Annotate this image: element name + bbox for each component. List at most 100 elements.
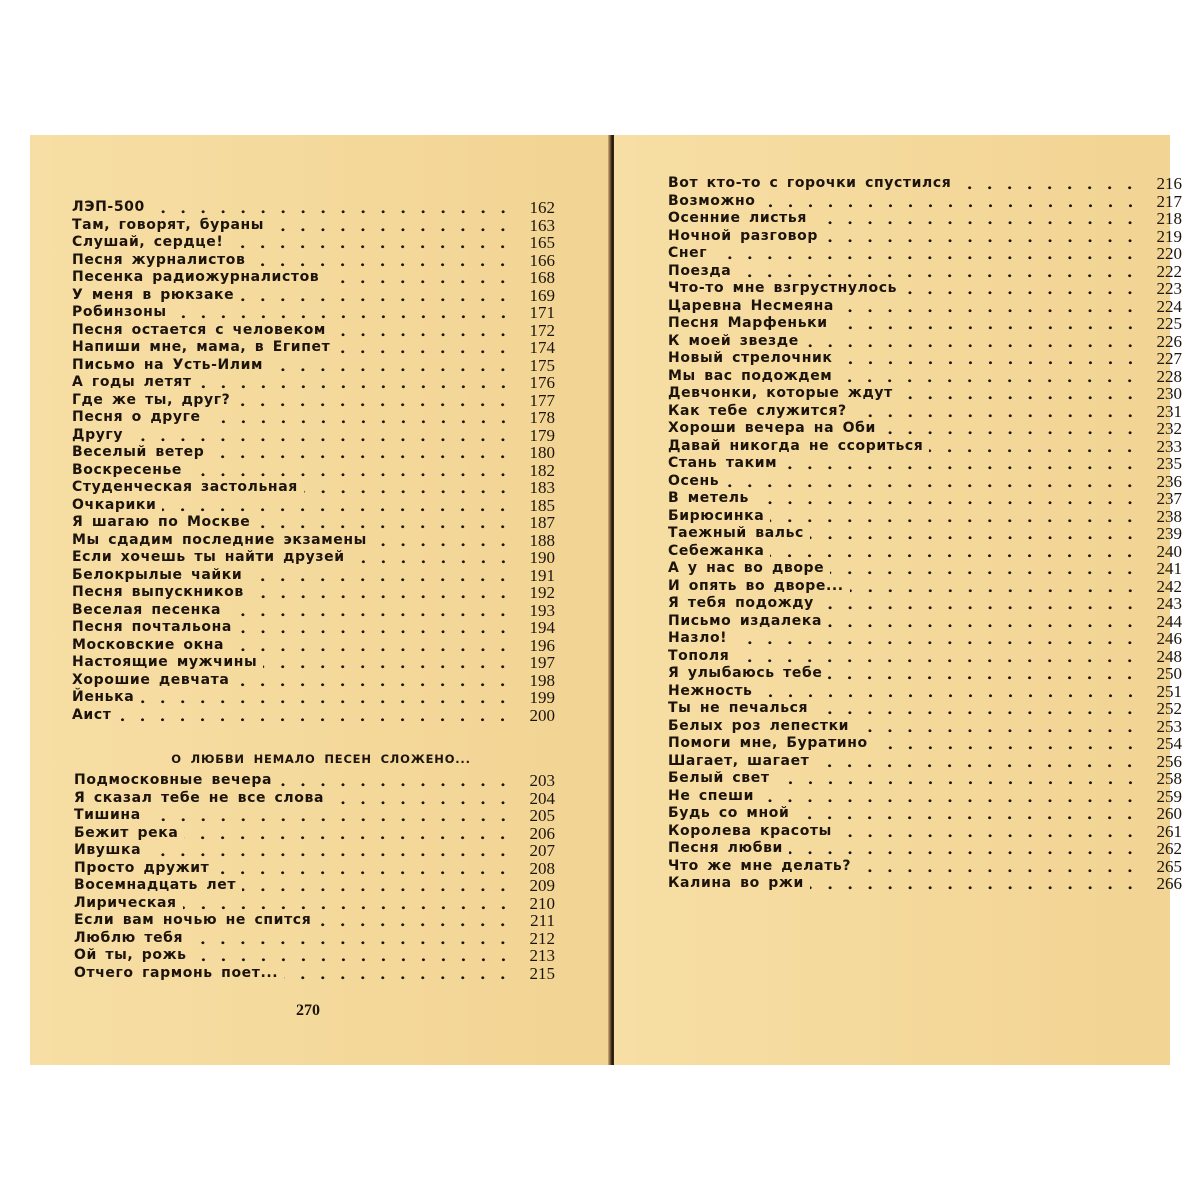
entry-title: Себежанка: [668, 542, 765, 559]
dot-leader: [146, 807, 513, 825]
toc-entry: Мы вас подождем 228: [668, 367, 1182, 385]
toc-entry: Бежит река 206: [74, 824, 555, 842]
dot-leader: [852, 402, 1140, 420]
entry-page-number: 252: [1156, 699, 1183, 718]
entry-title: Московские окна: [72, 636, 225, 653]
toc-entry: Как тебе служится? 231: [668, 402, 1182, 420]
dot-leader: [350, 549, 513, 567]
dot-leader: [881, 420, 1140, 438]
toc-entry: Белокрылые чайки 191: [72, 566, 555, 584]
dot-leader: [331, 321, 513, 339]
toc-entry: Отчего гармонь поет... 215: [74, 964, 555, 982]
entry-title: Таежный вальс: [668, 525, 804, 541]
entry-page-number: 166: [529, 250, 556, 270]
toc-entry: В метель 237: [668, 490, 1182, 508]
entry-title: Очкарики: [72, 496, 157, 513]
entry-title: Хорошие девчата: [72, 671, 230, 688]
entry-title: Ивушка: [74, 842, 142, 858]
entry-title: Давай никогда не ссориться: [668, 437, 924, 454]
dot-leader: [210, 444, 513, 462]
dot-leader: [162, 496, 513, 514]
dot-leader: [248, 566, 513, 584]
toc-entry: Ночной разговор 219: [668, 227, 1182, 245]
toc-entry: Снег 220: [668, 245, 1182, 263]
entry-page-number: 235: [1156, 454, 1183, 473]
entry-title: Отчего гармонь поет...: [74, 964, 279, 981]
dot-leader: [838, 367, 1140, 385]
dot-leader: [770, 542, 1140, 560]
toc-list-section: Подмосковные вечера 203 Я сказал тебе не в…: [74, 772, 555, 982]
entry-page-number: 212: [529, 928, 556, 948]
dot-leader: [236, 391, 513, 409]
entry-title: Вот кто-то с горочки спустился: [668, 175, 952, 191]
dot-leader: [957, 175, 1140, 193]
entry-page-number: 190: [529, 548, 556, 567]
toc-entry: Ты не печалься 252: [668, 700, 1182, 718]
entry-title: Робинзоны: [72, 304, 167, 320]
dot-leader: [783, 455, 1140, 473]
entry-page-number: 222: [1156, 261, 1183, 281]
dot-leader: [814, 700, 1140, 718]
toc-entry: Если вам ночью не спится 211: [74, 912, 555, 930]
toc-entry: Девчонки, которые ждут 230: [668, 385, 1182, 403]
toc-entry: Где же ты, друг? 177: [72, 391, 555, 409]
dot-leader: [833, 315, 1140, 333]
dot-leader: [761, 192, 1140, 210]
entry-title: Не спеши: [668, 787, 755, 804]
left-page: ЛЭП-500 162 Там, говорят, бураны 163 Слушай,…: [30, 135, 612, 1065]
toc-entry: Себежанка 240: [668, 542, 1182, 560]
entry-page-number: 258: [1156, 769, 1183, 788]
dot-leader: [795, 805, 1140, 823]
toc-entry: Аист 200: [72, 706, 555, 724]
toc-entry: Помоги мне, Буратино 254: [668, 735, 1182, 753]
dot-leader: [270, 216, 513, 234]
dot-leader: [227, 601, 513, 619]
entry-title: Царевна Несмеяна: [668, 297, 834, 314]
entry-page-number: 266: [1156, 874, 1183, 893]
entry-page-number: 261: [1156, 821, 1183, 841]
entry-page-number: 193: [529, 600, 556, 620]
entry-page-number: 204: [529, 788, 556, 808]
entry-title: К моей звезде: [668, 332, 799, 349]
entry-page-number: 213: [529, 946, 556, 965]
dot-leader: [330, 789, 513, 807]
toc-entry: Новый стрелочник 227: [668, 350, 1182, 368]
dot-leader: [735, 647, 1140, 665]
right-page: Вот кто-то с горочки спустился 216 Возможн…: [614, 135, 1182, 1065]
dot-leader: [251, 251, 513, 269]
toc-entry: Королева красоты 261: [668, 821, 1183, 841]
entry-title: Снег: [668, 245, 708, 261]
entry-page-number: 196: [529, 635, 556, 655]
entry-page-number: 237: [1156, 489, 1183, 508]
entry-page-number: 207: [529, 841, 556, 860]
book-spine: [608, 135, 617, 1065]
entry-page-number: 205: [529, 806, 556, 825]
entry-page-number: 224: [1156, 296, 1183, 316]
dot-leader: [188, 461, 513, 479]
entry-title: Песня любви: [668, 840, 783, 856]
entry-page-number: 220: [1156, 244, 1183, 263]
toc-entry: Письмо издалека 244: [668, 612, 1182, 630]
toc-entry: Ивушка 207: [74, 842, 555, 860]
dot-leader: [812, 210, 1140, 228]
entry-title: У меня в рюкзаке: [72, 286, 235, 303]
entry-page-number: 242: [1156, 576, 1183, 596]
toc-entry: Царевна Несмеяна 224: [668, 296, 1183, 316]
dot-leader: [237, 619, 513, 637]
entry-page-number: 246: [1156, 629, 1183, 648]
entry-title: Я тебя подожду: [668, 595, 814, 611]
dot-leader: [147, 842, 513, 860]
entry-title: Нежность: [668, 682, 753, 699]
entry-page-number: 259: [1156, 786, 1183, 806]
dot-leader: [197, 374, 513, 392]
toc-entry: Песня любви 262: [668, 840, 1182, 858]
dot-leader: [372, 531, 513, 549]
entry-title: Белый свет: [668, 770, 770, 786]
entry-page-number: 232: [1156, 419, 1183, 438]
entry-title: Как тебе служится?: [668, 402, 847, 419]
toc-entry: Мы сдадим последние экзамены 188: [72, 531, 555, 549]
entry-title: Королева красоты: [668, 822, 832, 839]
entry-title: Веселый ветер: [72, 444, 205, 460]
dot-leader: [117, 706, 513, 724]
entry-page-number: 239: [1156, 524, 1183, 543]
